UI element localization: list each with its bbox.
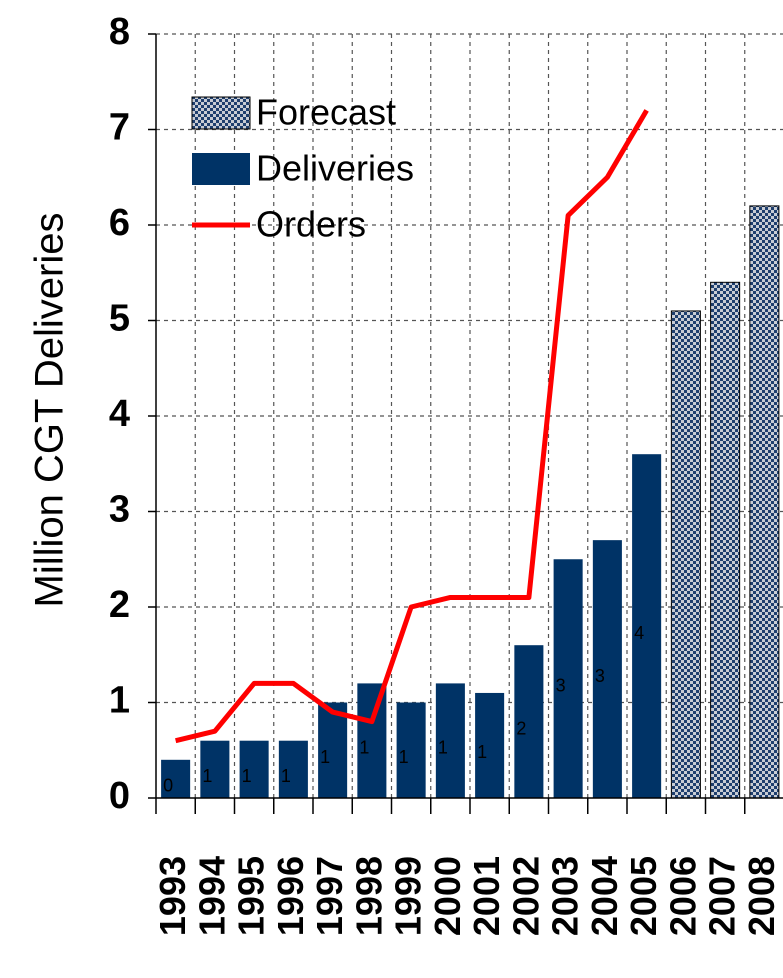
y-axis-label: Million CGT Deliveries — [28, 213, 72, 608]
bar — [357, 683, 387, 798]
legend-label: Orders — [256, 204, 366, 245]
grid-layer — [156, 33, 783, 798]
y-tick-label: 3 — [109, 489, 130, 531]
x-tick-label: 1999 — [388, 856, 429, 936]
x-tick-label: 2001 — [466, 856, 507, 936]
value-label: 2 — [516, 718, 526, 738]
y-tick-label: 8 — [109, 11, 130, 53]
bar — [475, 692, 505, 798]
legend-swatch — [191, 96, 251, 130]
x-tick-label: 1995 — [231, 856, 272, 936]
value-label: 1 — [438, 737, 448, 757]
line-series — [175, 109, 649, 744]
y-tick-label: 6 — [109, 202, 130, 244]
bar — [435, 683, 465, 798]
value-label: 1 — [359, 737, 369, 757]
x-tick-label: 2006 — [662, 856, 703, 936]
y-tick-label: 0 — [109, 775, 130, 817]
bar — [710, 281, 741, 799]
legend-label: Deliveries — [256, 148, 414, 189]
x-tick-label: 1994 — [191, 856, 232, 936]
legend-swatch — [192, 153, 250, 185]
bar — [239, 740, 269, 798]
value-label: 4 — [634, 623, 644, 643]
x-tick-label: 1998 — [348, 856, 389, 936]
bar — [749, 205, 780, 799]
bar — [396, 702, 426, 798]
value-label: 1 — [242, 766, 252, 786]
value-label: 1 — [477, 742, 487, 762]
x-tick-label: 2005 — [623, 856, 664, 936]
bar — [514, 645, 544, 798]
value-label: 1 — [202, 766, 212, 786]
y-tick-label: 1 — [109, 680, 130, 722]
bar — [592, 540, 622, 798]
x-tick-label: 2003 — [545, 856, 586, 936]
y-tick-label: 4 — [109, 393, 130, 435]
x-tick-label: 2008 — [741, 856, 782, 936]
bar — [632, 454, 662, 798]
y-tick-label: 2 — [109, 584, 130, 626]
x-tick-label: 1996 — [270, 856, 311, 936]
x-tick-label: 1993 — [152, 856, 193, 936]
value-label: 1 — [320, 747, 330, 767]
x-tick-label: 2007 — [702, 856, 743, 936]
y-tick-label: 7 — [109, 107, 130, 149]
bar — [553, 559, 583, 798]
bar — [318, 702, 348, 798]
x-tick-label: 2002 — [505, 856, 546, 936]
value-label: 3 — [595, 666, 605, 686]
value-label: 1 — [399, 747, 409, 767]
legend-label: Forecast — [256, 92, 396, 133]
bar — [161, 759, 191, 798]
bar — [278, 740, 308, 798]
value-label: 0 — [163, 776, 173, 796]
x-tick-label: 2000 — [427, 856, 468, 936]
y-tick-label: 5 — [109, 298, 130, 340]
value-label: 3 — [556, 675, 566, 695]
value-label: 1 — [281, 766, 291, 786]
x-tick-label: 1997 — [309, 856, 350, 936]
x-tick-label: 2004 — [584, 856, 625, 936]
bar — [200, 740, 230, 798]
bar — [670, 310, 701, 799]
